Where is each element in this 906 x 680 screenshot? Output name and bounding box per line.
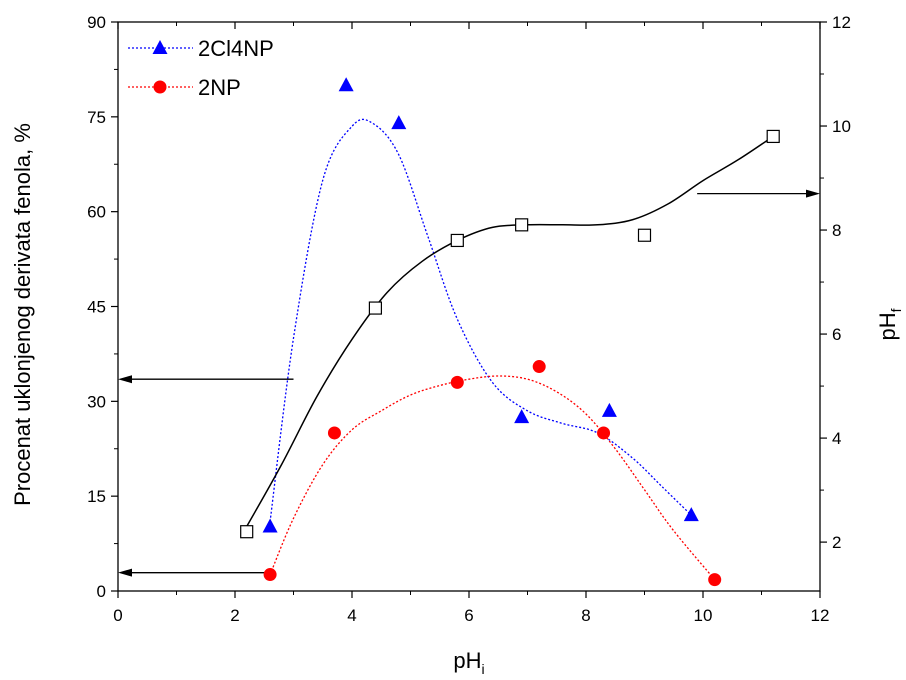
y2-tick-label: 8 xyxy=(832,221,841,240)
series-0-triangle-marker xyxy=(391,115,407,130)
series-2-square-marker xyxy=(368,301,382,315)
plot-frame xyxy=(117,21,821,592)
series-2-square-marker xyxy=(766,129,780,144)
x-tick-label: 12 xyxy=(811,606,830,625)
x-tick-label: 0 xyxy=(113,606,122,625)
x-axis-title-sub: i xyxy=(482,661,485,677)
y2-axis-title: pHf xyxy=(875,308,904,340)
y-tick-label: 60 xyxy=(87,203,106,222)
series-2-square-marker xyxy=(515,218,529,232)
series-2-square-marker xyxy=(240,525,254,539)
y2-axis-title-sub: f xyxy=(888,308,904,312)
series-1-circle-marker xyxy=(450,375,464,389)
y-tick-label: 0 xyxy=(97,582,106,601)
series-0-triangle-marker xyxy=(338,77,354,92)
arrow-1-head xyxy=(118,568,132,577)
x-tick-label: 4 xyxy=(347,606,356,625)
y2-tick-label: 4 xyxy=(832,429,841,448)
series-1-circle-marker xyxy=(708,573,722,587)
x-tick-label: 2 xyxy=(230,606,239,625)
x-tick-label: 10 xyxy=(694,606,713,625)
series-0-fit-curve xyxy=(269,118,692,522)
legend-1-circle-marker xyxy=(153,80,167,94)
series-1-circle-marker xyxy=(263,568,277,582)
series-2-square-marker xyxy=(637,228,652,242)
y-tick-label: 45 xyxy=(87,298,106,317)
y2-tick-label: 2 xyxy=(832,533,841,552)
y-tick-label: 30 xyxy=(87,392,106,411)
x-axis-title-main: pH xyxy=(453,648,481,673)
arrow-0-head xyxy=(118,375,132,384)
legend-1-label: 2NP xyxy=(198,75,241,100)
series-1-circle-marker xyxy=(532,360,546,374)
series-1-circle-marker xyxy=(327,426,341,440)
y-tick-label: 15 xyxy=(87,487,106,506)
series-1-fit-curve xyxy=(269,375,716,581)
series-2-fit-curve xyxy=(246,135,774,527)
series-0-triangle-marker xyxy=(683,507,699,522)
legend-0-label: 2Cl4NP xyxy=(198,36,274,61)
y-tick-label: 75 xyxy=(87,108,106,127)
series-0-triangle-marker xyxy=(262,518,278,533)
y2-tick-label: 10 xyxy=(832,117,851,136)
y-axis-title: Procenat uklonjenog derivata fenola, % xyxy=(10,123,35,506)
series-2-square-marker xyxy=(450,233,464,248)
y-tick-label: 90 xyxy=(87,13,106,32)
x-axis-title: pHi xyxy=(453,648,484,677)
y2-axis-title-main: pH xyxy=(875,312,900,340)
y2-tick-label: 12 xyxy=(832,13,851,32)
series-0-triangle-marker xyxy=(601,402,617,417)
x-tick-label: 8 xyxy=(581,606,590,625)
y2-tick-label: 6 xyxy=(832,325,841,344)
series-0-triangle-marker xyxy=(514,409,530,424)
legend-0-triangle-marker xyxy=(152,40,168,54)
x-tick-label: 6 xyxy=(464,606,473,625)
arrow-2-head xyxy=(806,189,820,198)
series-1-circle-marker xyxy=(597,426,611,440)
